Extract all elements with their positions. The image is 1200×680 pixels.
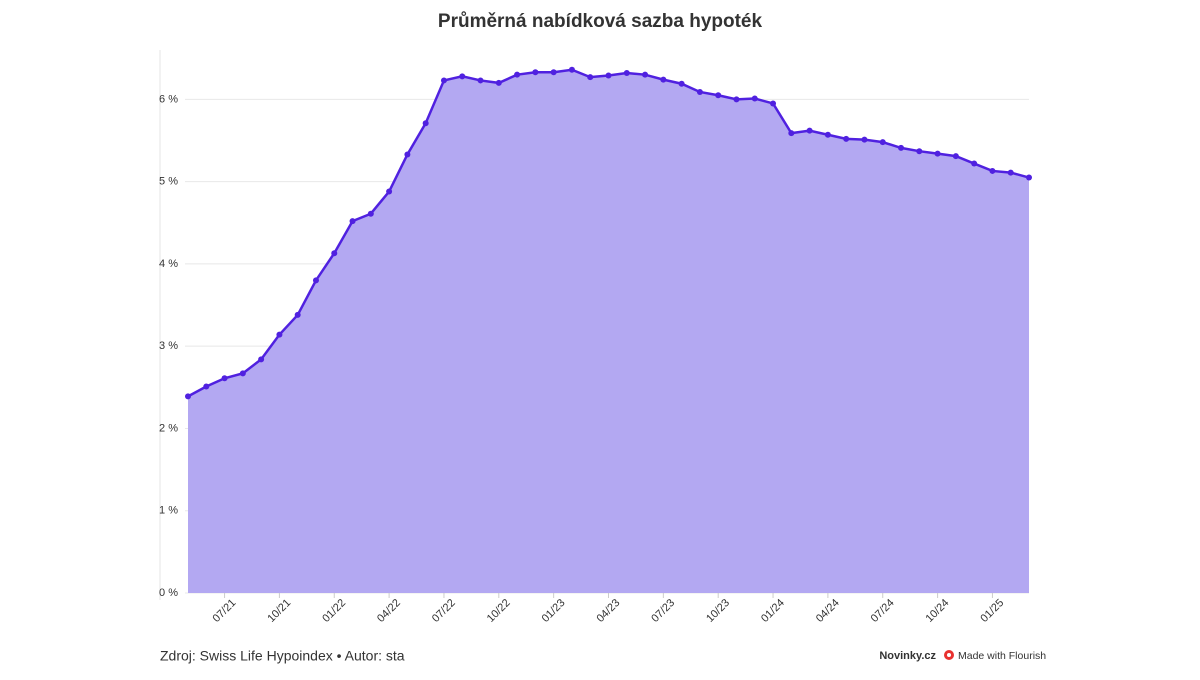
x-tick-label: 07/24 bbox=[869, 597, 897, 625]
point bbox=[459, 73, 466, 80]
point bbox=[422, 120, 429, 127]
y-tick-label: 0 % bbox=[159, 587, 178, 599]
point bbox=[861, 136, 868, 143]
x-tick-label: 01/25 bbox=[978, 597, 1006, 625]
point bbox=[971, 160, 978, 167]
x-tick-label: 10/21 bbox=[265, 597, 293, 625]
point bbox=[642, 71, 649, 78]
x-tick-label: 10/22 bbox=[485, 597, 513, 625]
x-tick-label: 01/22 bbox=[320, 597, 348, 625]
credit: Made with Flourish bbox=[958, 650, 1046, 662]
y-tick-label: 6 % bbox=[159, 93, 178, 105]
point bbox=[696, 88, 703, 95]
point bbox=[733, 96, 740, 103]
point bbox=[477, 77, 484, 84]
x-tick-label: 07/23 bbox=[649, 597, 677, 625]
point bbox=[751, 95, 758, 102]
point bbox=[934, 150, 941, 157]
point bbox=[806, 127, 813, 134]
y-tick-label: 2 % bbox=[159, 422, 178, 434]
x-tick-label: 10/24 bbox=[924, 597, 952, 625]
y-tick-label: 4 % bbox=[159, 258, 178, 270]
point bbox=[203, 383, 210, 390]
point bbox=[623, 70, 630, 77]
point bbox=[514, 71, 521, 78]
x-tick-label: 01/24 bbox=[759, 597, 787, 625]
source: Zdroj: Swiss Life Hypoindex • Autor: sta bbox=[160, 648, 405, 664]
point bbox=[898, 144, 905, 151]
point bbox=[495, 79, 502, 86]
point bbox=[660, 76, 667, 83]
x-tick-label: 07/22 bbox=[430, 597, 458, 625]
x-tick-label: 04/23 bbox=[594, 597, 622, 625]
point bbox=[916, 148, 923, 155]
point bbox=[258, 356, 265, 363]
y-tick-label: 1 % bbox=[159, 505, 178, 517]
point bbox=[386, 188, 393, 195]
point bbox=[331, 250, 338, 257]
point bbox=[952, 153, 959, 160]
x-tick-label: 04/22 bbox=[375, 597, 403, 625]
point bbox=[1026, 174, 1032, 181]
point bbox=[788, 130, 795, 137]
point bbox=[879, 139, 886, 146]
area bbox=[188, 69, 1029, 593]
x-tick-label: 07/21 bbox=[211, 597, 239, 625]
point bbox=[605, 72, 612, 79]
chart-title: Průměrná nabídková sazba hypoték bbox=[438, 11, 763, 32]
x-tick-label: 04/24 bbox=[814, 597, 842, 625]
point bbox=[367, 210, 374, 217]
y-tick-label: 5 % bbox=[159, 176, 178, 188]
y-tick-label: 3 % bbox=[159, 340, 178, 352]
point bbox=[843, 135, 850, 142]
point bbox=[568, 66, 575, 73]
point bbox=[678, 80, 685, 87]
publisher: Novinky.cz bbox=[879, 650, 936, 662]
point bbox=[185, 393, 191, 400]
flourish-icon bbox=[944, 650, 954, 660]
point bbox=[1007, 169, 1014, 176]
point bbox=[824, 131, 831, 138]
x-tick-label: 01/23 bbox=[540, 597, 568, 625]
point bbox=[239, 370, 246, 377]
point bbox=[715, 92, 722, 99]
point bbox=[294, 311, 301, 318]
point bbox=[349, 218, 356, 225]
point bbox=[587, 74, 594, 81]
point bbox=[221, 375, 228, 382]
point bbox=[532, 69, 539, 76]
point bbox=[989, 167, 996, 174]
point bbox=[440, 77, 447, 84]
x-tick-label: 10/23 bbox=[704, 597, 732, 625]
point bbox=[550, 69, 557, 76]
point bbox=[770, 100, 777, 107]
point bbox=[276, 331, 283, 338]
point bbox=[312, 277, 319, 284]
point bbox=[404, 151, 411, 158]
